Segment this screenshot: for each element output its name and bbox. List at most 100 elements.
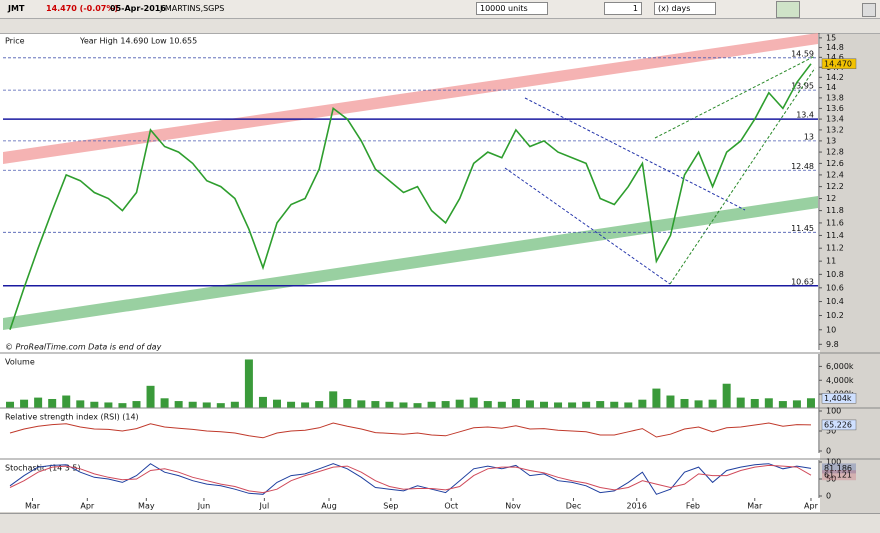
volume-bar xyxy=(806,398,815,408)
volume-bar xyxy=(132,401,141,408)
x-tick-label: Apr xyxy=(804,502,819,511)
quote: 14.470 (-0.07%) xyxy=(46,4,119,13)
panel-title: Relative strength index (RSI) (14) xyxy=(5,413,139,422)
date: 05-Apr-2016 xyxy=(110,4,166,13)
series-line xyxy=(9,422,812,439)
y-tick-label: 15 xyxy=(826,33,836,42)
channel-line xyxy=(524,97,746,211)
x-tick-label: Sep xyxy=(383,502,398,511)
x-tick-label: Apr xyxy=(80,502,95,511)
x-tick-label: 2016 xyxy=(627,502,647,511)
support-band xyxy=(3,196,818,330)
volume-bar xyxy=(273,399,282,408)
volume-bar xyxy=(652,388,661,408)
period-unit[interactable]: (x) days xyxy=(654,2,716,15)
volume-bar xyxy=(792,400,801,408)
y-tick-label: 13.2 xyxy=(826,125,844,134)
level-label: 13.95 xyxy=(791,82,814,91)
x-tick-label: Jun xyxy=(197,502,211,511)
volume-bar xyxy=(427,401,436,408)
last-value-tag xyxy=(822,463,856,474)
last-value-label: 65.226 xyxy=(824,420,852,429)
volume-bar xyxy=(722,383,731,408)
y-tick-label: 10 xyxy=(826,325,836,334)
channel-line xyxy=(669,67,816,285)
volume-bar xyxy=(20,399,29,408)
x-tick-label: Mar xyxy=(25,502,41,511)
y-tick-label: 11.2 xyxy=(826,244,844,253)
volume-bar xyxy=(638,399,647,408)
volume-bar xyxy=(258,396,267,408)
y-tick-label: 4,000k xyxy=(826,376,854,385)
volume-bar xyxy=(441,401,450,408)
volume-bar xyxy=(511,398,520,408)
close-button[interactable] xyxy=(862,3,876,17)
x-tick-label: Mar xyxy=(747,502,763,511)
series-line xyxy=(9,63,812,331)
volume-bar xyxy=(48,398,57,408)
symbol: JMT xyxy=(8,4,25,13)
volume-bar xyxy=(525,400,534,408)
volume-bar xyxy=(230,401,239,408)
channel-line xyxy=(504,167,671,285)
resistance-band xyxy=(3,33,818,164)
volume-bar xyxy=(624,402,633,408)
status-bar xyxy=(0,513,880,533)
volume-bar xyxy=(750,398,759,408)
volume-bar xyxy=(568,402,577,408)
source-note: © ProRealTime.com Data is end of day xyxy=(5,343,162,352)
x-tick-label: Jul xyxy=(259,502,270,511)
chart: Price Year High 14.690 Low 10.655 © ProRea… xyxy=(0,33,880,512)
volume-bar xyxy=(329,391,338,408)
x-tick-label: Aug xyxy=(321,502,337,511)
last-value-tag xyxy=(821,393,857,404)
volume-bar xyxy=(62,395,71,408)
volume-bar xyxy=(202,402,211,408)
volume-bar xyxy=(694,400,703,408)
volume-bar xyxy=(708,399,717,408)
y-tick-label: 14.2 xyxy=(826,73,844,82)
y-tick-label: 11.8 xyxy=(826,206,844,215)
series-line xyxy=(9,464,812,494)
y-tick-label: 14 xyxy=(826,83,836,92)
y-tick-label: 12.8 xyxy=(826,148,844,157)
last-value-label: 81.186 xyxy=(824,464,852,473)
level-label: 13 xyxy=(804,132,814,141)
y-tick-label: 11.4 xyxy=(826,231,844,240)
x-tick-label: May xyxy=(138,502,155,511)
volume-bar xyxy=(6,401,15,408)
toolbar: JMT 14.470 (-0.07%) 05-Apr-2016 J.MARTIN… xyxy=(0,0,880,19)
level-label: 12.48 xyxy=(791,162,814,171)
last-value-label: 1,404k xyxy=(824,394,852,403)
y-tick-label: 13.4 xyxy=(826,115,844,124)
y-tick-label: 100 xyxy=(826,458,841,467)
plot-background xyxy=(0,34,820,512)
volume-bar xyxy=(497,401,506,408)
volume-bar xyxy=(315,401,324,408)
y-tick-label: 14.8 xyxy=(826,43,844,52)
level-label: 14.59 xyxy=(791,49,814,58)
volume-bar xyxy=(371,401,380,408)
units-select[interactable]: 10000 units xyxy=(476,2,548,15)
volume-bar xyxy=(34,397,43,408)
volume-bar xyxy=(778,401,787,408)
volume-bar xyxy=(736,397,745,408)
volume-bar xyxy=(483,401,492,408)
volume-bar xyxy=(469,397,478,408)
volume-bar xyxy=(90,401,99,408)
chart-type-button[interactable] xyxy=(776,1,800,18)
volume-bar xyxy=(287,401,296,408)
volume-bar xyxy=(343,398,352,408)
y-tick-label: 100 xyxy=(826,407,841,416)
last-value-tag xyxy=(822,470,856,481)
panel-title: Price xyxy=(5,37,25,46)
period-count[interactable]: 1 xyxy=(604,2,642,15)
volume-bar xyxy=(413,403,422,408)
volume-bar xyxy=(596,401,605,408)
y-tick-label: 14.6 xyxy=(826,53,844,62)
x-tick-label: Dec xyxy=(566,502,581,511)
volume-bar xyxy=(104,402,113,408)
volume-bar xyxy=(666,395,675,408)
last-value-tag xyxy=(821,58,857,70)
